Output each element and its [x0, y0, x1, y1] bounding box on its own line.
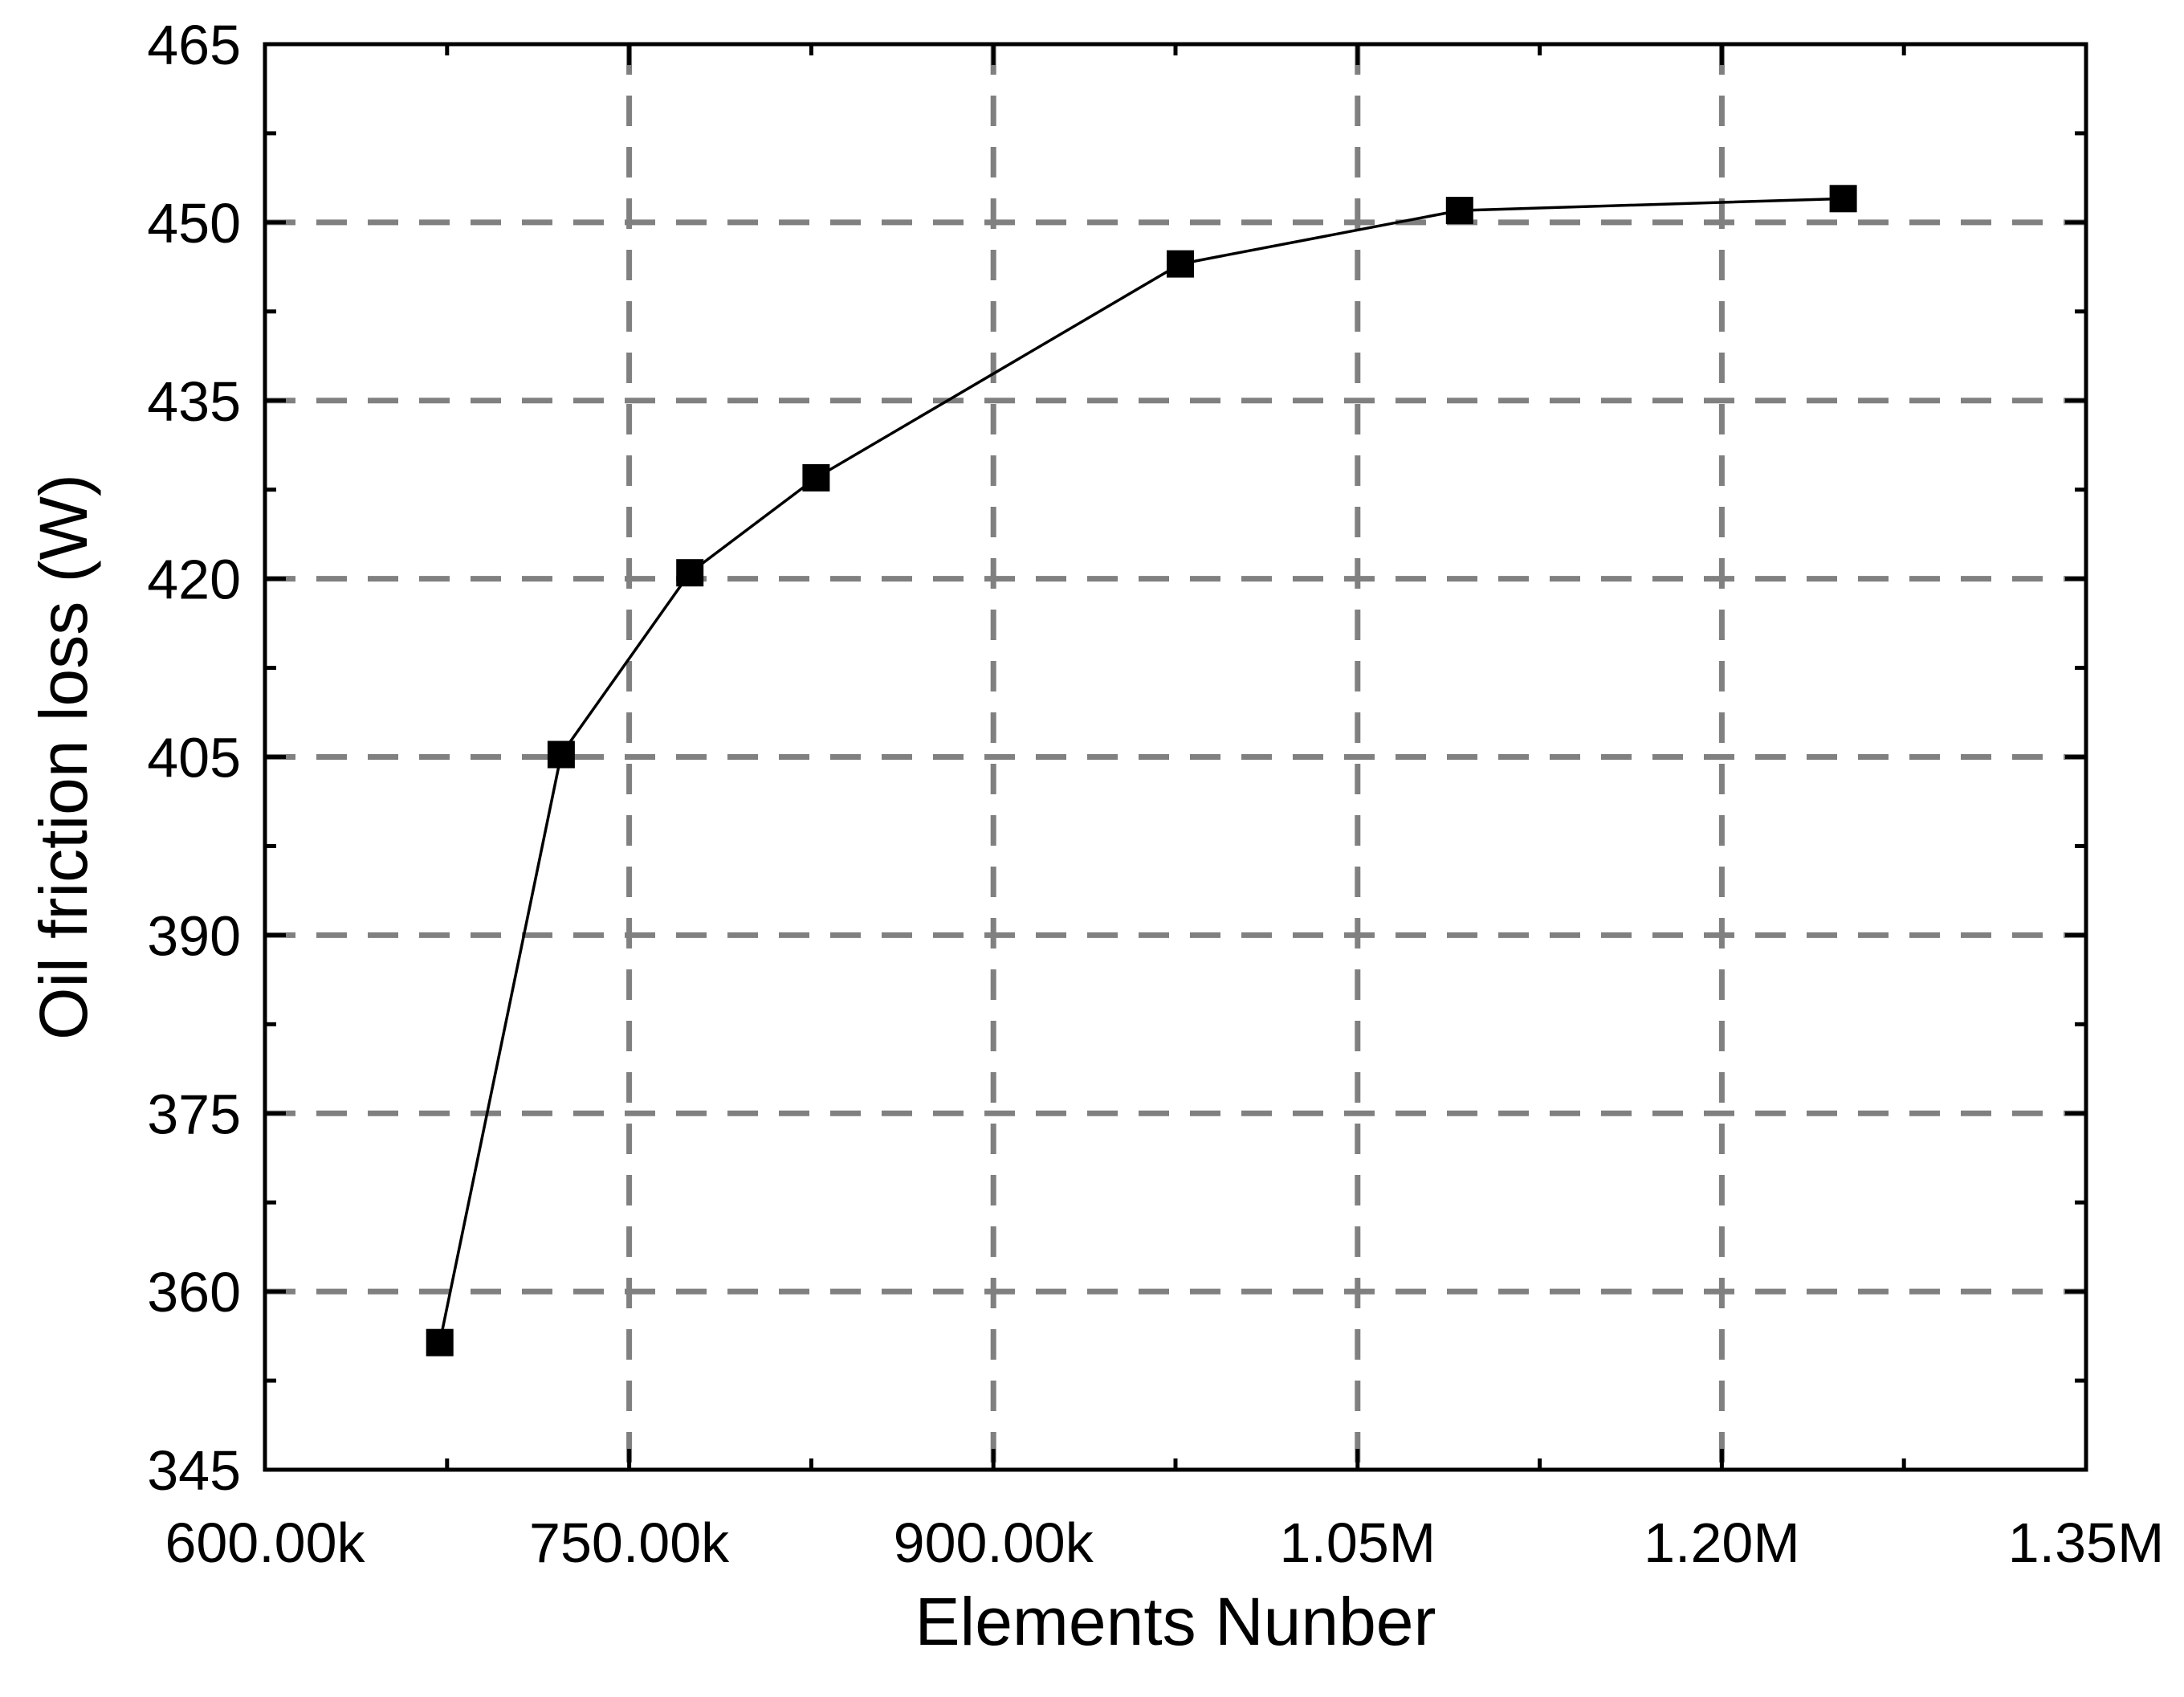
x-tick-label: 1.35M [2008, 1511, 2165, 1574]
x-axis-title: Elements Nunber [915, 1584, 1436, 1659]
y-tick-label: 390 [147, 904, 241, 967]
y-tick-label: 465 [147, 14, 241, 76]
y-tick-label: 450 [147, 192, 241, 255]
y-tick-label: 345 [147, 1439, 241, 1502]
x-tick-label: 1.20M [1644, 1511, 1800, 1574]
x-tick-label: 600.00k [165, 1511, 365, 1574]
y-axis-tick-labels: 345 360 375 390 405 420 435 450 465 [147, 14, 241, 1502]
data-point [1167, 250, 1194, 278]
grid [265, 44, 2086, 1470]
y-tick-label: 375 [147, 1083, 241, 1145]
series-line [438, 197, 1844, 1344]
x-tick-label: 750.00k [529, 1511, 730, 1574]
x-axis-tick-labels: 600.00k 750.00k 900.00k 1.05M 1.20M 1.35M [165, 1511, 2164, 1574]
axis-ticks [263, 42, 2088, 1472]
data-point [676, 559, 704, 587]
data-point [1829, 185, 1857, 213]
x-tick-label: 900.00k [894, 1511, 1094, 1574]
series [426, 185, 1857, 1356]
data-point [802, 463, 830, 492]
y-tick-label: 360 [147, 1261, 241, 1324]
x-tick-label: 1.05M [1280, 1511, 1436, 1574]
y-tick-label: 420 [147, 549, 241, 611]
y-axis-title: Oil friction loss (W) [26, 474, 101, 1040]
data-point [426, 1328, 454, 1356]
y-tick-label: 435 [147, 370, 241, 433]
data-point [547, 740, 575, 769]
y-tick-label: 405 [147, 727, 241, 789]
data-point [1445, 197, 1473, 225]
